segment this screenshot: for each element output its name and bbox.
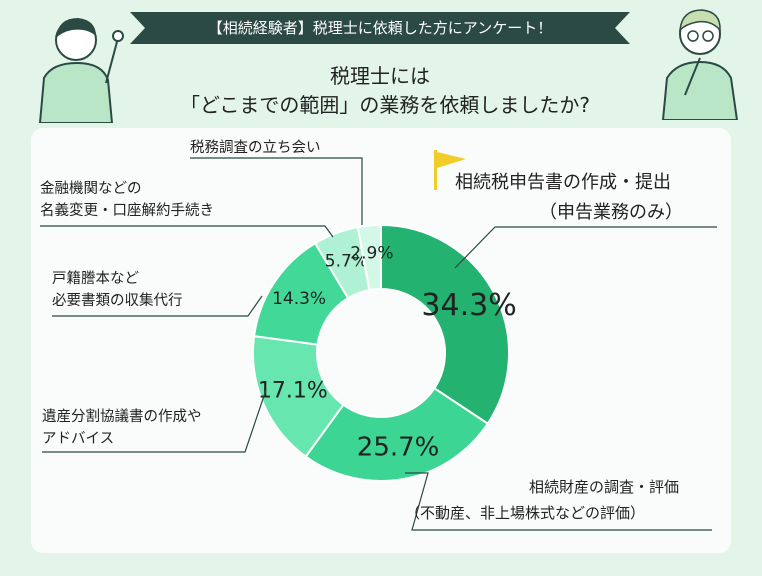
- category-label-line: アドバイス: [42, 431, 115, 447]
- leader-line-property-valuation: [405, 472, 712, 531]
- flag-icon: [434, 150, 466, 190]
- category-label-line: 税務調査の立ち会い: [190, 140, 321, 156]
- leader-line-estate-division-advice: [42, 389, 267, 453]
- category-label-line: 必要書類の収集代行: [52, 293, 183, 309]
- survey-banner: [130, 12, 630, 44]
- page-title-line-1: 税理士には: [330, 64, 430, 88]
- category-label-line: （不動産、非上場株式などの評価）: [405, 504, 646, 522]
- leader-line-tax-audit: [190, 157, 363, 225]
- value-label-inheritance-tax-filing: 34.3%: [421, 288, 516, 323]
- category-label-line: 相続財産の調査・評価: [529, 478, 680, 496]
- category-label-line: 名義変更・口座解約手続き: [40, 203, 214, 219]
- leader-line-inheritance-tax-filing: [454, 226, 717, 269]
- value-label-document-collection: 14.3%: [272, 289, 326, 309]
- slice-tax-audit: [356, 223, 382, 292]
- value-label-name-change: 5.7%: [325, 251, 368, 271]
- category-label-line: 戸籍謄本など: [52, 271, 139, 287]
- leader-line-name-change: [40, 225, 334, 238]
- man-thinking-illustration: [661, 9, 739, 120]
- category-label-line: （申告業務のみ）: [539, 202, 683, 223]
- category-label-property-valuation: 相続財産の調査・評価 （不動産、非上場株式などの評価）: [405, 474, 679, 526]
- survey-banner-text: 【相続経験者】税理士に依頼した方にアンケート！: [207, 19, 553, 37]
- value-label-property-valuation: 25.7%: [357, 432, 440, 462]
- page-title-line-2: 「どこまでの範囲」の業務を依頼しましたか?: [180, 93, 591, 117]
- category-label-document-collection: 戸籍謄本など 必要書類の収集代行: [52, 268, 183, 312]
- category-label-line: 遺産分割協議書の作成や: [42, 409, 202, 425]
- category-label-inheritance-tax-filing: 相続税申告書の作成・提出 （申告業務のみ）: [455, 168, 683, 228]
- man-pointing-illustration: [38, 18, 124, 123]
- category-label-name-change: 金融機関などの 名義変更・口座解約手続き: [40, 178, 214, 222]
- leader-line-document-collection: [52, 295, 263, 317]
- slice-property-valuation: [304, 386, 490, 482]
- category-label-line: 相続税申告書の作成・提出: [455, 172, 671, 193]
- value-label-tax-audit: 2.9%: [350, 243, 393, 263]
- category-label-line: 金融機関などの: [40, 181, 142, 197]
- value-label-estate-division-advice: 17.1%: [258, 378, 328, 403]
- category-label-tax-audit: 税務調査の立ち会い: [190, 137, 321, 159]
- slice-inheritance-tax-filing: [380, 223, 510, 425]
- chart-card: [31, 128, 731, 553]
- category-label-estate-division-advice: 遺産分割協議書の作成や アドバイス: [42, 406, 202, 450]
